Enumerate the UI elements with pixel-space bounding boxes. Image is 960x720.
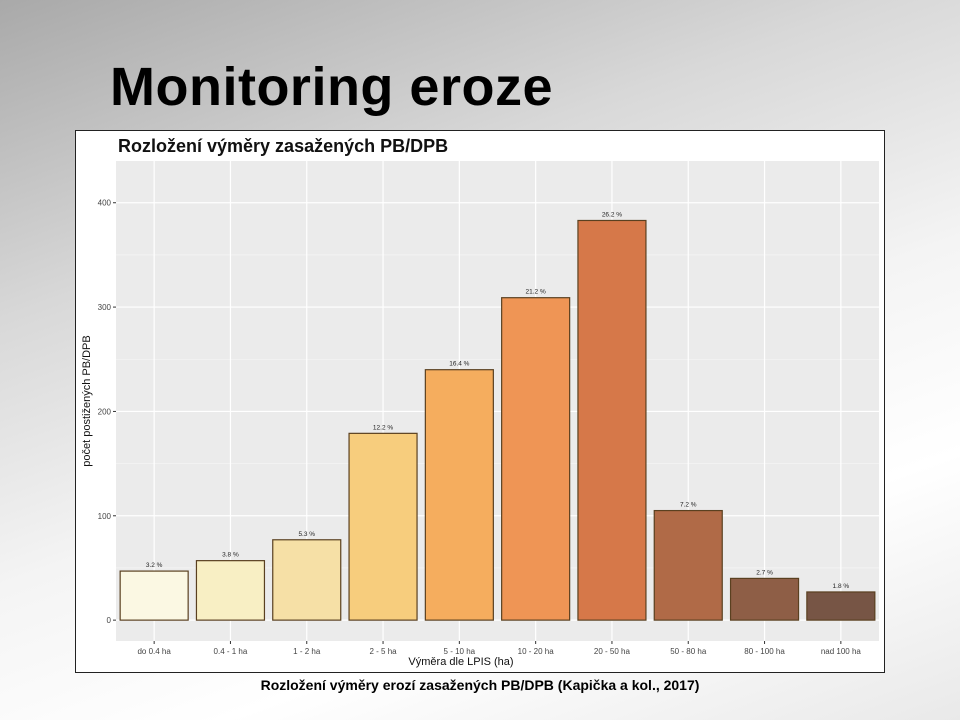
bar-data-label: 1.8 % [833,583,850,590]
bar-data-label: 26.2 % [602,211,622,218]
x-tick-label: 1 - 2 ha [293,647,321,656]
x-tick-label: 10 - 20 ha [518,647,555,656]
x-tick-label: do 0.4 ha [137,647,171,656]
y-tick-label: 0 [107,616,112,625]
bar [348,432,418,621]
x-tick-label: 2 - 5 ha [369,647,397,656]
bar-data-label: 3.2 % [146,562,163,569]
bar-data-label: 3.8 % [222,552,239,559]
chart-frame: Rozložení výměry zasažených PB/DPB 0 100 2… [75,130,885,673]
bar [501,297,571,621]
y-tick-label: 100 [98,512,112,521]
bar-data-label: 7.2 % [680,502,697,509]
y-tick-label: 200 [98,407,112,416]
bar [653,509,723,621]
bar-chart: Rozložení výměry zasažených PB/DPB 0 100 2… [81,136,879,668]
bar [195,560,266,621]
bar [806,591,876,621]
x-tick-label: 50 - 80 ha [670,647,707,656]
bar-data-label: 5.3 % [298,531,315,538]
x-tick-label: 80 - 100 ha [744,647,785,656]
bar [272,539,342,621]
bars-layer: 3.2 % 3.8 % 5.3 % 12.2 % 16.4 % 21.2 % 26.2 % 7… [119,211,876,621]
x-axis-label: Výměra dle LPIS (ha) [408,656,513,668]
bar-data-label: 21.2 % [526,289,546,296]
bar [119,570,189,621]
x-tick-label: 5 - 10 ha [444,647,476,656]
slide-title: Monitoring eroze [110,57,553,117]
bar-data-label: 12.2 % [373,424,393,431]
y-tick-label: 400 [98,199,112,208]
x-tick-label: 0.4 - 1 ha [214,647,248,656]
chart-title: Rozložení výměry zasažených PB/DPB [118,136,448,156]
bar [424,369,494,621]
bar [729,577,800,621]
bar-data-label: 2.7 % [756,569,773,576]
x-tick-label: nad 100 ha [821,647,862,656]
slide-caption: Rozložení výměry erozí zasažených PB/DPB… [260,677,700,693]
y-axis-label: počet postižených PB/DPB [81,335,93,466]
y-tick-label: 300 [98,303,112,312]
x-tick-label: 20 - 50 ha [594,647,631,656]
bar-data-label: 16.4 % [449,361,469,368]
bar [577,219,647,621]
